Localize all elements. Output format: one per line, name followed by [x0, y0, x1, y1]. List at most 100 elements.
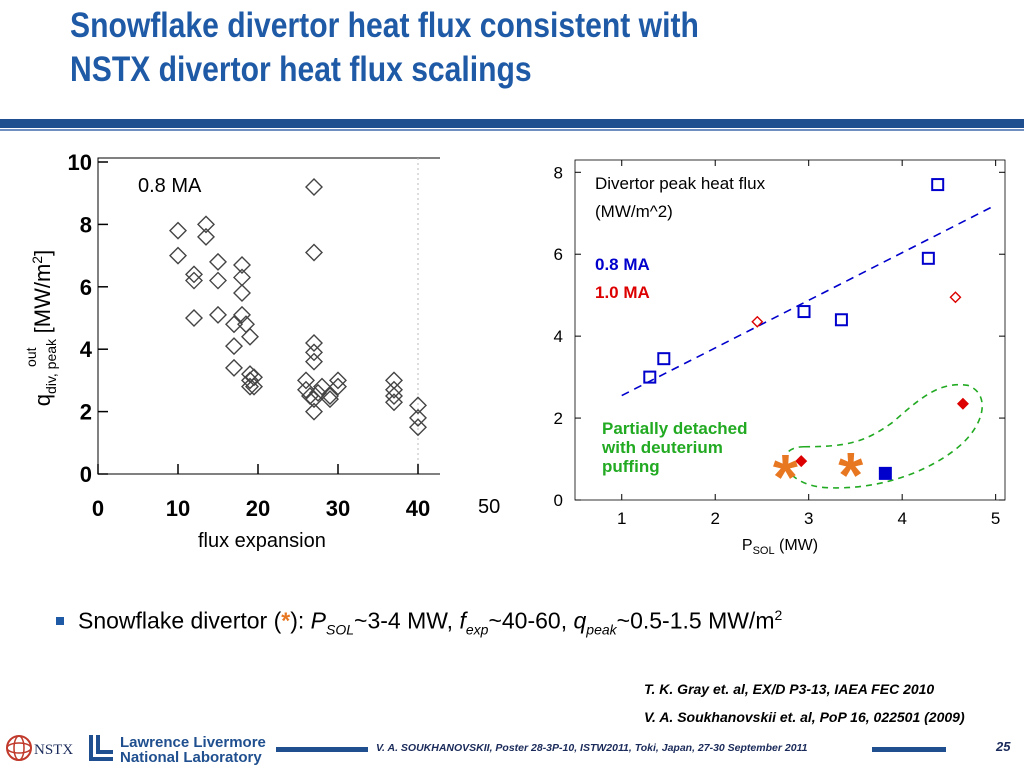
right-annotation-3: puffing — [602, 457, 660, 476]
right-point-open-square — [834, 313, 848, 327]
bullet-marker — [56, 616, 64, 625]
bullet-text-4: ~0.5-1.5 MW/m — [616, 607, 775, 634]
right-point-open-square — [931, 178, 945, 192]
left-y-tick-label: 2 — [80, 400, 92, 425]
left-data-point — [225, 358, 243, 377]
left-data-point — [305, 343, 323, 362]
left-data-point — [185, 271, 203, 290]
left-data-point — [297, 380, 315, 399]
left-data-point — [305, 402, 323, 421]
left-annotation-current: 0.8 MA — [138, 175, 202, 197]
left-data-point — [209, 305, 227, 324]
slide-title: Snowflake divertor heat flux consistent … — [70, 4, 844, 92]
left-data-point — [321, 390, 339, 409]
left-y-tick-label: 6 — [80, 275, 92, 300]
left-extra-tick-50: 50 — [478, 496, 501, 518]
bullet-prefix: Snowflake divertor ( — [78, 607, 282, 634]
left-data-point — [185, 265, 203, 284]
bullet-psol: P — [310, 607, 326, 634]
right-star-marker-icon: * — [773, 441, 798, 513]
left-data-point — [169, 221, 187, 240]
left-plot-frame — [97, 157, 440, 475]
left-x-tick-label: 30 — [326, 496, 350, 521]
right-point-filled-diamond — [956, 397, 969, 410]
right-point-filled-diamond — [795, 455, 808, 468]
right-point-open-square — [657, 352, 671, 366]
right-star-marker-icon: * — [838, 439, 863, 511]
title-rule — [0, 119, 1024, 128]
left-data-point — [225, 337, 243, 356]
left-data-point — [185, 309, 203, 327]
left-data-point — [209, 271, 227, 290]
right-detached-region — [783, 383, 983, 489]
left-x-tick-label: 40 — [406, 496, 430, 521]
bullet-f-sub: exp — [465, 621, 489, 638]
left-y-tick-label: 0 — [80, 462, 92, 487]
right-legend-0-8ma: 0.8 MA — [595, 255, 650, 274]
bullet-q: q — [573, 607, 587, 634]
right-annotation-2: with deuterium — [601, 438, 723, 457]
right-y-tick-label: 0 — [554, 491, 563, 510]
left-chart: 0 2 4 6 8 10 0 10 20 30 40 0.8 MA qdiv, peakout [MW/… — [23, 150, 440, 521]
bullet-text-1: ): — [290, 607, 311, 634]
left-data-point — [305, 243, 323, 262]
left-data-point — [197, 215, 215, 234]
right-x-tick-label: 2 — [710, 509, 719, 528]
title-line-2: NSTX divertor heat flux scalings — [70, 50, 532, 89]
bullet-sup: 2 — [774, 607, 783, 623]
left-data-point — [305, 177, 323, 196]
right-y-tick-label: 8 — [554, 163, 563, 182]
left-data-point — [409, 418, 427, 437]
left-data-point — [409, 396, 427, 415]
bullet-q-sub: peak — [586, 621, 617, 638]
left-data-point — [233, 268, 251, 287]
left-data-point — [329, 377, 347, 396]
footer-bar-right — [872, 747, 946, 752]
left-data-point — [245, 377, 263, 396]
left-data-point — [233, 284, 251, 303]
right-y-tick-label: 2 — [554, 409, 563, 428]
footer-citation: V. A. SOUKHANOVSKII, Poster 28-3P-10, IS… — [376, 742, 808, 754]
left-data-point — [245, 368, 263, 387]
left-data-point — [169, 246, 187, 265]
left-y-tick-label: 4 — [80, 337, 93, 362]
bullet-text-2: ~3-4 MW, — [354, 607, 460, 634]
right-y-tick-label: 4 — [554, 327, 563, 346]
right-x-tick-label: 5 — [991, 509, 1000, 528]
right-plot-frame — [574, 159, 1006, 501]
nstx-logo-text: NSTX — [34, 742, 73, 758]
left-data-point — [409, 408, 427, 427]
left-data-point — [321, 387, 339, 405]
bullet-text-3: ~40-60, — [488, 607, 574, 634]
bullet-psol-sub: SOL — [326, 621, 355, 638]
right-chart-title-1: Divertor peak heat flux — [595, 174, 766, 193]
left-data-point — [209, 252, 227, 271]
reference-2: V. A. Soukhanovskii et. al, PoP 16, 0225… — [644, 709, 965, 725]
right-chart: 0 2 4 6 8 1 2 3 4 5 PSOL (MW) Divertor peak heat fl… — [554, 159, 1006, 555]
left-data-point — [233, 255, 251, 274]
left-x-tick-label: 0 — [92, 496, 104, 521]
bullet-snowflake: Snowflake divertor (*): PSOL~3-4 MW, fex… — [56, 607, 782, 637]
left-data-point — [297, 371, 315, 390]
left-data-point — [385, 380, 403, 399]
left-y-axis-label: qdiv, peakout [MW/m2] — [23, 250, 59, 406]
left-data-point — [385, 371, 403, 390]
left-data-point — [233, 305, 251, 324]
title-rule-thin — [0, 129, 1024, 131]
left-data-point — [385, 393, 403, 412]
right-x-tick-label: 3 — [804, 509, 813, 528]
llnl-logo-text: Lawrence Livermore National Laboratory — [120, 735, 266, 765]
right-fit-line — [621, 204, 997, 397]
left-data-point — [197, 227, 215, 246]
llnl-line-1: Lawrence Livermore — [120, 734, 266, 751]
left-data-point — [309, 383, 327, 402]
right-point-open-diamond — [949, 291, 962, 304]
left-data-point — [385, 387, 403, 405]
left-data-point — [313, 377, 331, 396]
left-data-point — [305, 352, 323, 371]
title-line-1: Snowflake divertor heat flux consistent … — [70, 6, 699, 45]
reference-1: T. K. Gray et. al, EX/D P3-13, IAEA FEC … — [644, 681, 935, 697]
left-data-point — [241, 371, 259, 390]
right-x-axis-label: PSOL (MW) — [742, 537, 818, 555]
left-y-tick-label: 8 — [80, 212, 92, 237]
